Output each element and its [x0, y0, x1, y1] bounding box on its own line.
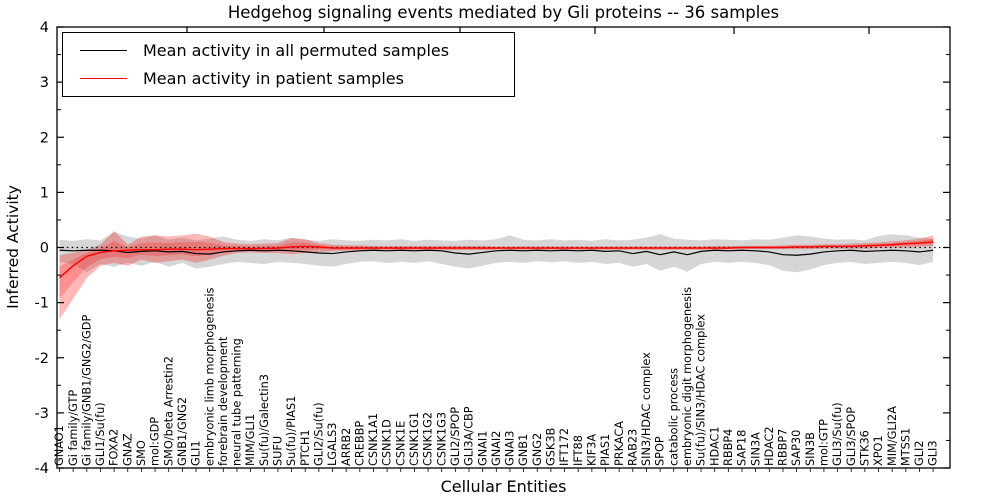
y-tick-label: -1: [35, 296, 49, 312]
legend-box: Mean activity in all permuted samples Me…: [62, 32, 515, 97]
y-tick-label: -4: [35, 461, 49, 477]
patient-band: [59, 230, 934, 320]
permuted-band: [59, 232, 934, 273]
x-tick-label: IFT172: [558, 428, 571, 466]
legend-entry-patient: Mean activity in patient samples: [63, 69, 514, 88]
x-tick-label: GNB1/GNG2: [176, 397, 189, 466]
x-tick-label: GSK3B: [545, 428, 558, 466]
x-tick-label: embryonic digit morphogenesis: [681, 287, 694, 466]
x-tick-label: HDAC2: [763, 426, 776, 466]
y-tick-label: 4: [40, 20, 49, 36]
x-tick-label: SIN3/HDAC complex: [640, 352, 653, 466]
legend-label-permuted: Mean activity in all permuted samples: [143, 41, 450, 61]
x-tick-label: RBBP7: [777, 429, 790, 466]
patient-inner-band: [59, 238, 934, 299]
x-tick-label: GNAI1: [476, 431, 489, 466]
x-tick-label: GLI1: [190, 440, 203, 466]
x-tick-label: RBBP4: [722, 429, 735, 466]
x-tick-label: GLI2/Su(fu): [312, 402, 325, 466]
x-tick-label: GNB1: [517, 434, 530, 466]
x-tick-label: PTCH1: [299, 429, 312, 466]
legend-label-patient: Mean activity in patient samples: [143, 68, 404, 88]
x-tick-label: GLI1/Su(fu): [94, 402, 107, 466]
x-axis-label: Cellular Entities: [440, 477, 567, 496]
x-tick-label: GLI2: [913, 440, 926, 466]
x-tick-label: CSNK1D: [381, 419, 394, 466]
x-tick-label: MTSS1: [899, 428, 912, 466]
x-tick-label: GNAZ: [121, 433, 134, 466]
x-tick-label: embryonic limb morphogenesis: [203, 287, 216, 466]
permuted-line-swatch-icon: [80, 50, 127, 52]
permuted-mean-line: [59, 249, 934, 256]
x-tick-label: Gi family/GTP: [67, 390, 80, 466]
x-tick-label: GLI3A/CBP: [463, 406, 476, 466]
x-tick-label: FOXA2: [108, 429, 121, 466]
x-tick-label: SUFU: [272, 436, 285, 466]
x-tick-label: HDAC1: [708, 426, 721, 466]
y-tick-label: 2: [40, 130, 49, 146]
x-tick-label: SAP30: [790, 430, 803, 466]
x-tick-label: MIM/GLI1: [244, 414, 257, 466]
x-tick-label: LGALS3: [326, 423, 339, 466]
patient-mean-line: [59, 241, 934, 279]
x-tick-label: GLI3/SPOP: [845, 407, 858, 466]
x-tick-label: mol:GDP: [149, 417, 162, 466]
x-tick-label: CSNK1G1: [408, 412, 421, 466]
x-tick-label: XPO1: [872, 435, 885, 466]
x-tick-label: SIN3A: [749, 432, 762, 466]
x-tick-label: GLI3: [927, 440, 940, 466]
x-tick-label: PIAS1: [599, 434, 612, 466]
x-tick-label: SIN3B: [804, 432, 817, 466]
y-tick-label: 3: [40, 75, 49, 91]
y-axis-label: Inferred Activity: [4, 185, 22, 309]
x-tick-label: IFT88: [572, 435, 585, 466]
x-tick-label: mol:GTP: [818, 419, 831, 466]
x-tick-label: GLI3/Su(fu): [831, 402, 844, 466]
x-tick-label: CSNK1E: [394, 421, 407, 466]
x-tick-label: CREBBP: [353, 421, 366, 466]
x-tick-label: GNAI2: [490, 431, 503, 466]
x-tick-label: catabolic process: [667, 368, 680, 466]
x-tick-label: RAB23: [626, 429, 639, 466]
y-tick-label: -3: [35, 406, 49, 422]
x-tick-label: Su(fu)/Galectin3: [258, 374, 271, 466]
legend-entry-permuted: Mean activity in all permuted samples: [63, 41, 514, 60]
x-tick-label: SPOP: [654, 436, 667, 466]
x-tick-label: ARRB2: [340, 428, 353, 466]
y-tick-label: 0: [40, 241, 49, 257]
y-tick-label: 1: [40, 185, 49, 201]
x-tick-label: GNAO1: [53, 425, 66, 466]
x-tick-label: SAP18: [736, 430, 749, 466]
x-tick-label: PRKACA: [613, 421, 626, 466]
chart-title: Hedgehog signaling events mediated by Gl…: [227, 3, 780, 22]
x-tick-label: GNAI3: [504, 431, 517, 466]
x-tick-label: Su(fu)/SIN3/HDAC complex: [695, 314, 708, 466]
x-tick-label: CSNK1G3: [435, 412, 448, 466]
x-tick-label: STK36: [858, 430, 871, 466]
x-tick-label: CSNK1A1: [367, 413, 380, 466]
y-tick-label: -2: [35, 351, 49, 367]
x-tick-label: Su(fu)/PIAS1: [285, 396, 298, 466]
x-tick-label: GLI2/SPOP: [449, 407, 462, 466]
x-tick-label: GNG2: [531, 433, 544, 466]
patient-line-swatch-icon: [80, 77, 127, 79]
x-tick-label: neural tube patterning: [231, 338, 244, 466]
x-tick-label: CSNK1G2: [422, 412, 435, 466]
x-tick-label: MIM/GLI2A: [886, 406, 899, 466]
x-tick-label: SMO: [135, 440, 148, 466]
x-tick-label: SMO/beta Arrestin2: [162, 356, 175, 466]
x-tick-label: forebrain development: [217, 336, 230, 466]
x-tick-label: Gi family/GNB1/GNG2/GDP: [80, 314, 93, 466]
x-tick-label: KIF3A: [585, 434, 598, 466]
